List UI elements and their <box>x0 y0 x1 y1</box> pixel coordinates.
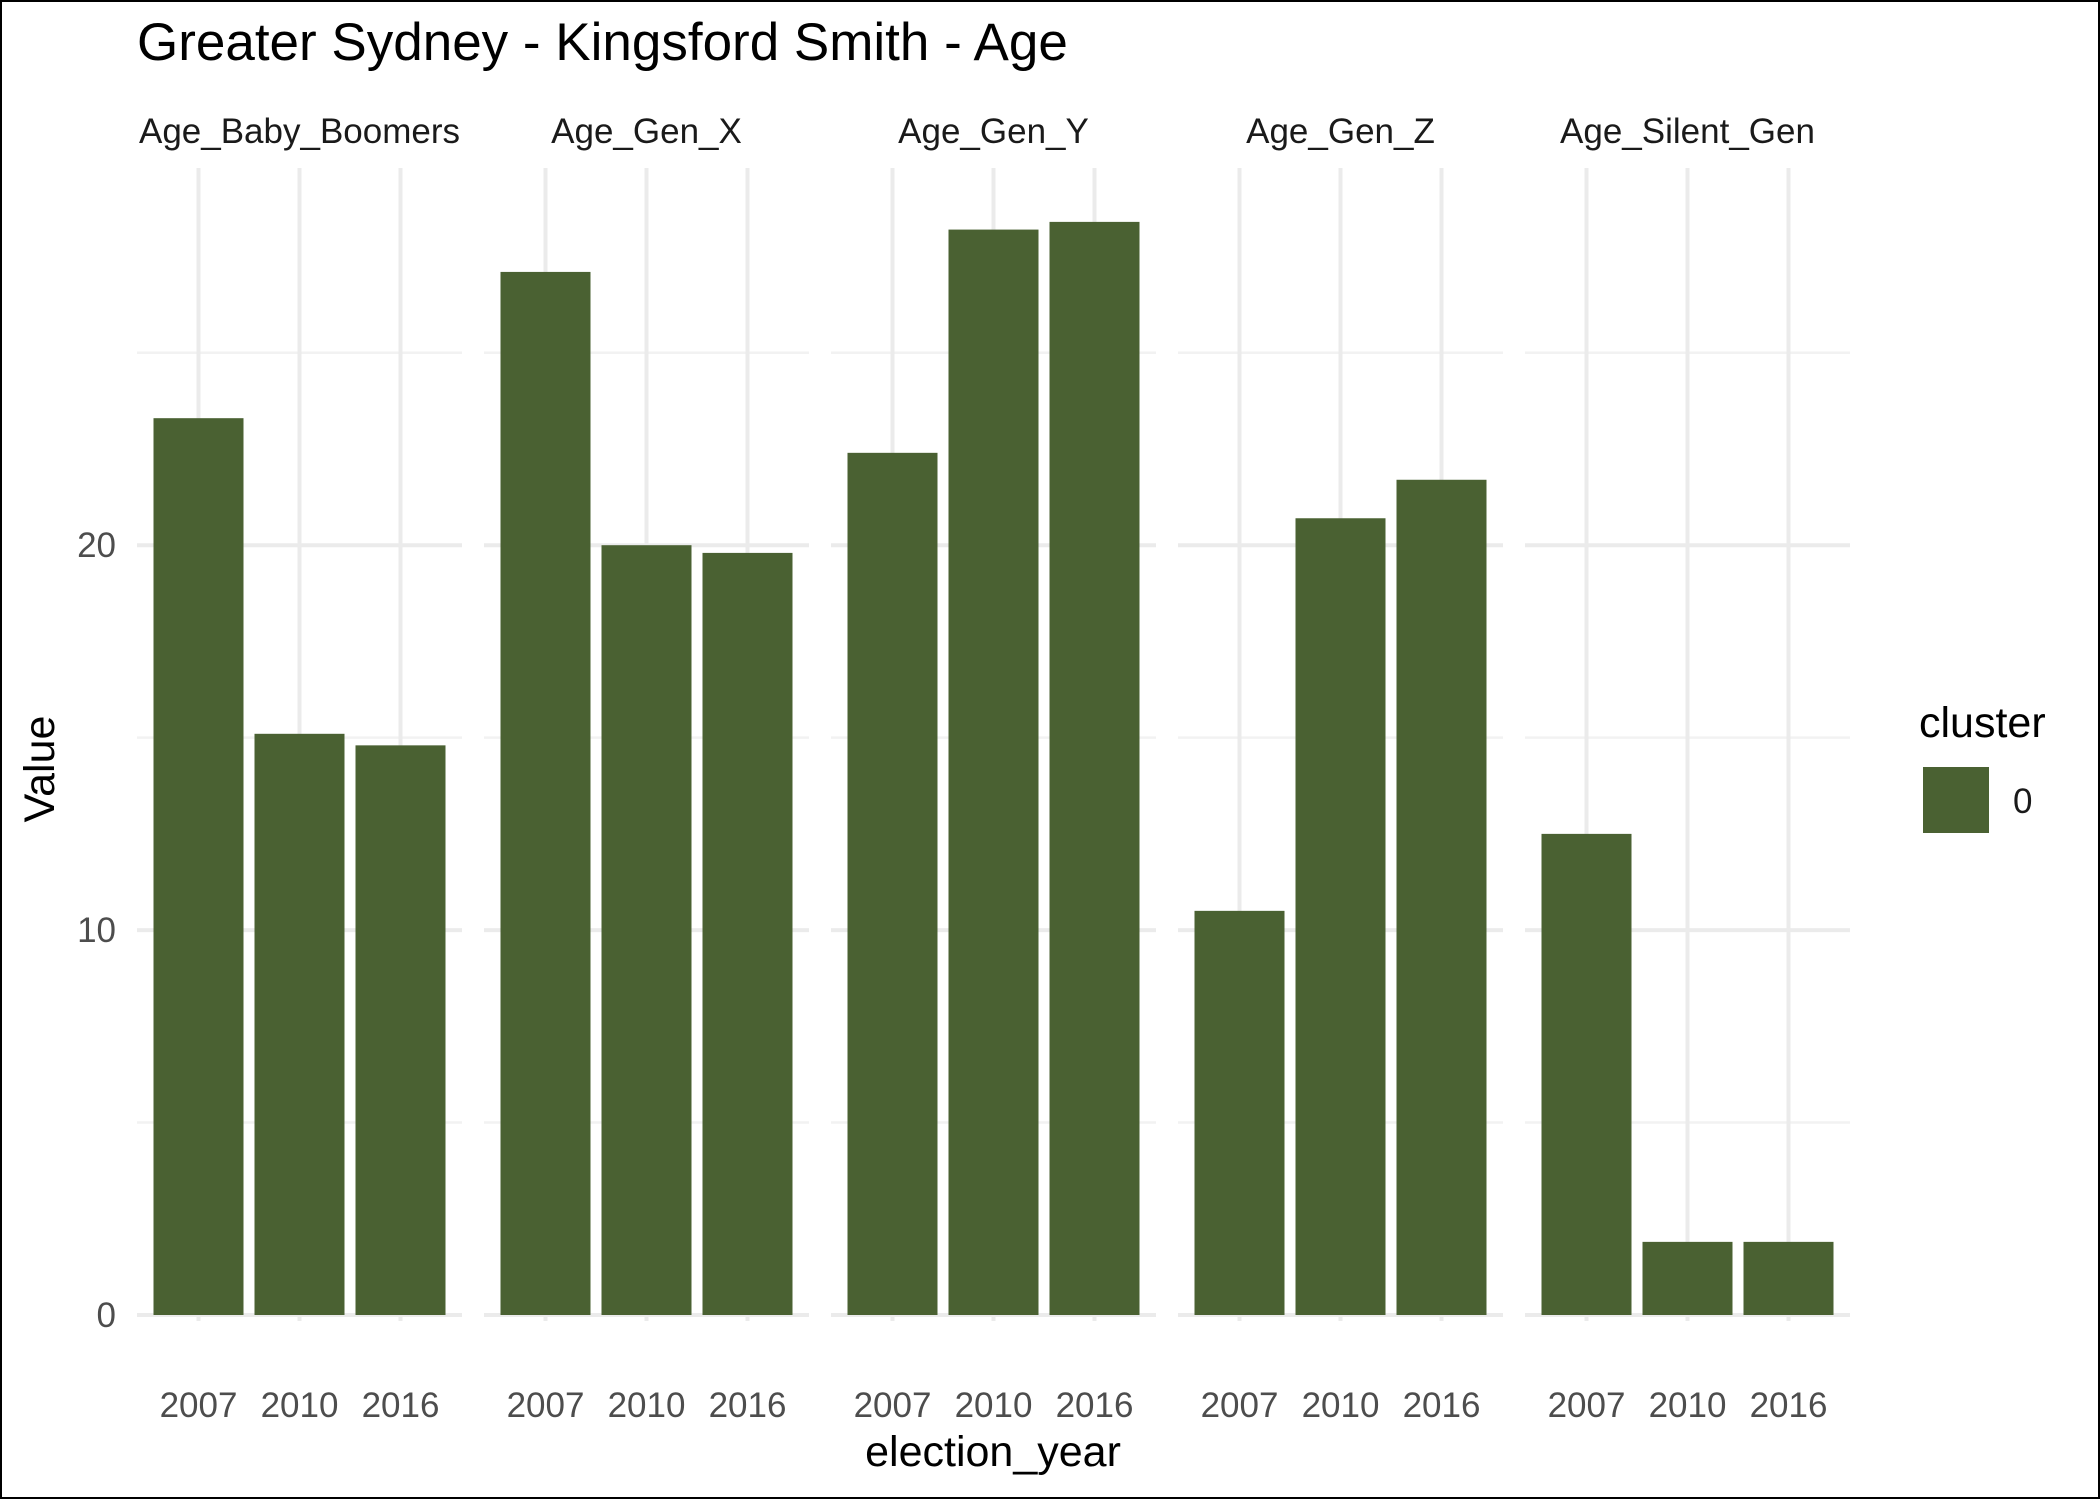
facet-label: Age_Baby_Boomers <box>139 112 460 151</box>
x-tick-label: 2010 <box>261 1386 339 1425</box>
x-tick-label: 2016 <box>709 1386 787 1425</box>
x-tick-label: 2010 <box>955 1386 1033 1425</box>
chart-title: Greater Sydney - Kingsford Smith - Age <box>137 13 1068 72</box>
x-tick-label: 2010 <box>608 1386 686 1425</box>
bar <box>601 545 692 1315</box>
bar <box>847 452 938 1315</box>
bar <box>153 418 244 1315</box>
x-tick-label: 2007 <box>160 1386 238 1425</box>
bar <box>1295 518 1386 1315</box>
x-tick-label: 2007 <box>507 1386 585 1425</box>
bar <box>1743 1241 1834 1315</box>
x-tick-label: 2010 <box>1649 1386 1727 1425</box>
legend-key <box>1923 767 1989 833</box>
facet-panel: Age_Gen_Y 2007 2010 2016 <box>831 112 1156 1425</box>
bar <box>1396 479 1487 1316</box>
legend-title: cluster <box>1919 699 2046 747</box>
facet-label: Age_Gen_X <box>551 112 742 151</box>
facet-label: Age_Gen_Z <box>1246 112 1435 151</box>
x-tick-label: 2016 <box>1750 1386 1828 1425</box>
x-tick-label: 2007 <box>1201 1386 1279 1425</box>
y-tick-label: 20 <box>77 526 116 565</box>
x-tick-label: 2007 <box>1548 1386 1626 1425</box>
facet-panel: Age_Gen_Z 2007 2010 2016 <box>1178 112 1503 1425</box>
x-tick-label: 2016 <box>1056 1386 1134 1425</box>
facet-panel: Age_Gen_X 2007 2010 2016 <box>484 112 809 1425</box>
facet-label: Age_Silent_Gen <box>1560 112 1815 151</box>
y-tick-label: 0 <box>97 1296 116 1335</box>
bar <box>355 745 446 1315</box>
y-axis-title: Value <box>16 716 64 823</box>
bar <box>948 229 1039 1316</box>
x-tick-label: 2016 <box>362 1386 440 1425</box>
x-tick-label: 2007 <box>854 1386 932 1425</box>
bar <box>702 552 793 1315</box>
bar <box>1541 833 1632 1315</box>
bar <box>1049 221 1140 1316</box>
bar <box>254 733 345 1315</box>
legend-label: 0 <box>2013 782 2032 821</box>
x-tick-label: 2016 <box>1403 1386 1481 1425</box>
bar <box>1642 1241 1733 1315</box>
facet-panel: Age_Baby_Boomers 2007 2010 2016 <box>137 112 462 1425</box>
x-axis-title: election_year <box>865 1428 1121 1476</box>
facet-label: Age_Gen_Y <box>898 112 1089 151</box>
y-tick-label: 10 <box>77 911 116 950</box>
x-tick-label: 2010 <box>1302 1386 1380 1425</box>
bar <box>1194 910 1285 1315</box>
legend: cluster 0 <box>1919 699 2046 833</box>
facet-panel: Age_Silent_Gen 2007 2010 2016 <box>1525 112 1850 1425</box>
bar <box>500 271 591 1315</box>
